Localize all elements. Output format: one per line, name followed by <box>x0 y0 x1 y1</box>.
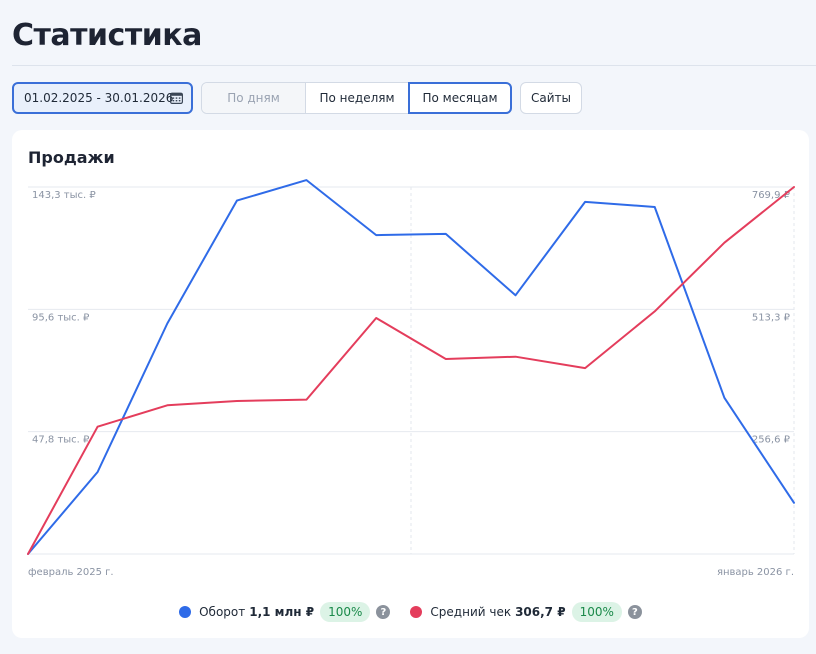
card-title: Продажи <box>28 148 115 167</box>
y-right-tick-label: 256,6 ₽ <box>752 435 791 446</box>
legend-total: 1,1 млн ₽ <box>249 605 315 619</box>
y-left-tick-label: 143,3 тыс. ₽ <box>32 190 96 201</box>
tab-by-weeks[interactable]: По неделям <box>305 83 408 113</box>
y-left-tick-label: 95,6 тыс. ₽ <box>32 312 90 323</box>
sites-button[interactable]: Сайты <box>520 82 582 114</box>
toolbar: 01.02.2025 - 30.01.2026 По дням По недел… <box>12 82 582 114</box>
sales-chart: 143,3 тыс. ₽ 95,6 тыс. ₽ 47,8 тыс. ₽ 769,9 … <box>27 179 795 578</box>
tab-by-months[interactable]: По месяцам <box>408 82 512 114</box>
y-left-tick-label: 47,8 тыс. ₽ <box>32 435 90 446</box>
x-tick-label: январь 2026 г. <box>717 567 794 578</box>
legend-label: Оборот <box>199 605 246 619</box>
percent-badge: 100% <box>320 602 371 622</box>
chart-legend: Оборот 1,1 млн ₽ 100% ? Средний чек 306,… <box>12 602 809 622</box>
date-range-value: 01.02.2025 - 30.01.2026 <box>24 91 174 105</box>
legend-dot-avg-check <box>410 606 423 618</box>
series-line-turnover <box>27 179 795 555</box>
sales-card: Продажи 143,3 тыс. ₽ 95,6 тыс. ₽ 47,8 тыс.… <box>12 130 809 638</box>
help-icon[interactable]: ? <box>627 605 642 619</box>
series-line-avg-check <box>27 186 795 555</box>
calendar-icon[interactable] <box>170 92 183 104</box>
legend-label: Средний чек <box>430 605 512 619</box>
tab-by-days[interactable]: По дням <box>202 83 305 113</box>
page-title: Статистика <box>12 18 202 53</box>
legend-item-avg-check[interactable]: Средний чек 306,7 ₽ 100% ? <box>410 602 642 622</box>
y-right-tick-label: 769,9 ₽ <box>752 190 791 201</box>
x-tick-label: февраль 2025 г. <box>28 567 114 578</box>
period-switch: По дням По неделям По месяцам <box>201 82 512 114</box>
percent-badge: 100% <box>571 602 622 622</box>
legend-item-turnover[interactable]: Оборот 1,1 млн ₽ 100% ? <box>179 602 391 622</box>
help-icon[interactable]: ? <box>376 605 391 619</box>
title-divider <box>12 65 816 66</box>
date-range-picker[interactable]: 01.02.2025 - 30.01.2026 <box>12 82 193 114</box>
y-right-tick-label: 513,3 ₽ <box>752 312 791 323</box>
legend-total: 306,7 ₽ <box>515 605 566 619</box>
legend-dot-turnover <box>179 606 192 618</box>
